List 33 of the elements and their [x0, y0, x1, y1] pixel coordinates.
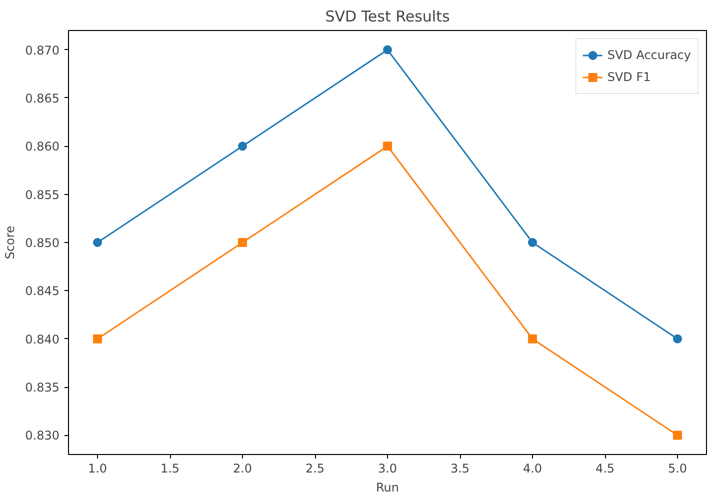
point [383, 142, 392, 151]
legend-label: SVD F1 [607, 70, 651, 84]
chart-title: SVD Test Results [325, 8, 450, 26]
y-tick-label: 0.860 [25, 140, 60, 154]
x-axis-title: Run [376, 480, 400, 494]
x-tick-label: 4.5 [595, 462, 615, 476]
y-tick-label: 0.855 [25, 188, 60, 202]
x-tick-label: 2.5 [305, 462, 325, 476]
x-tick-label: 1.0 [88, 462, 108, 476]
x-tick-label: 5.0 [668, 462, 688, 476]
x-tick-label: 1.5 [160, 462, 180, 476]
point [238, 142, 247, 151]
x-tick-label: 4.0 [522, 462, 542, 476]
y-tick-label: 0.850 [25, 236, 60, 250]
point [383, 45, 392, 54]
y-tick-label: 0.830 [25, 428, 60, 443]
point [528, 334, 537, 344]
x-tick-label: 3.5 [450, 462, 470, 476]
point [528, 238, 537, 247]
y-tick-label: 0.835 [25, 380, 60, 395]
point [93, 238, 102, 247]
point [93, 334, 102, 344]
y-tick-label: 0.865 [25, 91, 60, 106]
point [673, 430, 682, 440]
point [238, 238, 247, 247]
y-tick-label: 0.845 [25, 284, 60, 298]
x-tick-label: 2.0 [232, 462, 252, 476]
y-tick-label: 0.870 [25, 43, 60, 58]
y-tick-label: 0.840 [25, 332, 60, 346]
point [673, 334, 682, 344]
x-tick-label: 3.0 [378, 462, 398, 476]
legend-label: SVD Accuracy [607, 48, 691, 62]
y-axis-title: Score [3, 226, 18, 260]
